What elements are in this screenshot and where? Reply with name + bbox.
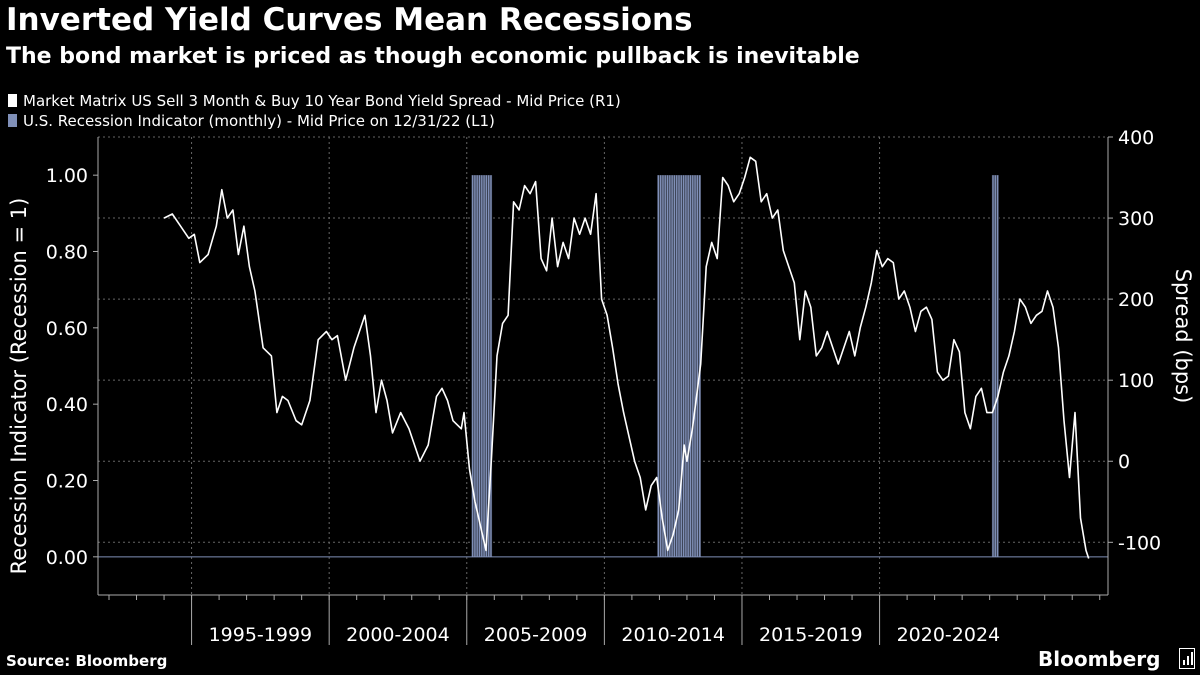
right-tick-label: 200 [1118, 289, 1154, 311]
recession-bars [470, 175, 1000, 557]
legend-label-spread: Market Matrix US Sell 3 Month & Buy 10 Y… [23, 92, 621, 110]
x-tick-label: 2015-2019 [759, 624, 863, 646]
legend-item-recession: U.S. Recession Indicator (monthly) - Mid… [8, 112, 495, 130]
recession-bar [991, 175, 999, 557]
grid [98, 136, 1108, 595]
axes [93, 136, 1113, 645]
left-tick-label: 1.00 [46, 165, 88, 187]
x-tick-label: 2005-2009 [484, 624, 588, 646]
x-tick-label: 1995-1999 [209, 624, 313, 646]
legend-label-recession: U.S. Recession Indicator (monthly) - Mid… [23, 112, 495, 130]
left-tick-label: 0.60 [46, 318, 88, 340]
left-tick-label: 0.20 [46, 471, 88, 493]
left-axis-title: Recession Indicator (Recession = 1) [7, 198, 31, 575]
right-tick-label: 0 [1118, 451, 1130, 473]
spread-line [163, 156, 1090, 559]
recession-bar [471, 175, 493, 557]
right-tick-label: -100 [1118, 532, 1161, 554]
chart-title: Inverted Yield Curves Mean Recessions [6, 2, 693, 38]
right-tick-label: 400 [1118, 127, 1154, 149]
right-axis-title: Spread (bps) [1171, 269, 1195, 404]
legend-swatch-spread [8, 94, 17, 107]
bloomberg-mark-icon [1179, 648, 1195, 669]
x-tick-label: 2000-2004 [346, 624, 450, 646]
legend-item-spread: Market Matrix US Sell 3 Month & Buy 10 Y… [8, 92, 621, 110]
spread-line-group [163, 156, 1090, 559]
legend-swatch-recession [8, 114, 17, 127]
source-note: Source: Bloomberg [6, 652, 168, 670]
axis-labels: 0.00 0.20 0.40 0.60 0.80 1.00 -100 0 100 200 300 40… [7, 127, 1195, 646]
right-tick-label: 100 [1118, 370, 1154, 392]
left-tick-label: 0.40 [46, 394, 88, 416]
bloomberg-logo: Bloomberg [1038, 647, 1161, 671]
left-tick-label: 0.00 [46, 547, 88, 569]
right-tick-label: 300 [1118, 208, 1154, 230]
x-tick-label: 2010-2014 [621, 624, 725, 646]
x-tick-label: 2020-2024 [897, 624, 1001, 646]
chart-subtitle: The bond market is priced as though econ… [6, 44, 860, 69]
left-tick-label: 0.80 [46, 242, 88, 264]
